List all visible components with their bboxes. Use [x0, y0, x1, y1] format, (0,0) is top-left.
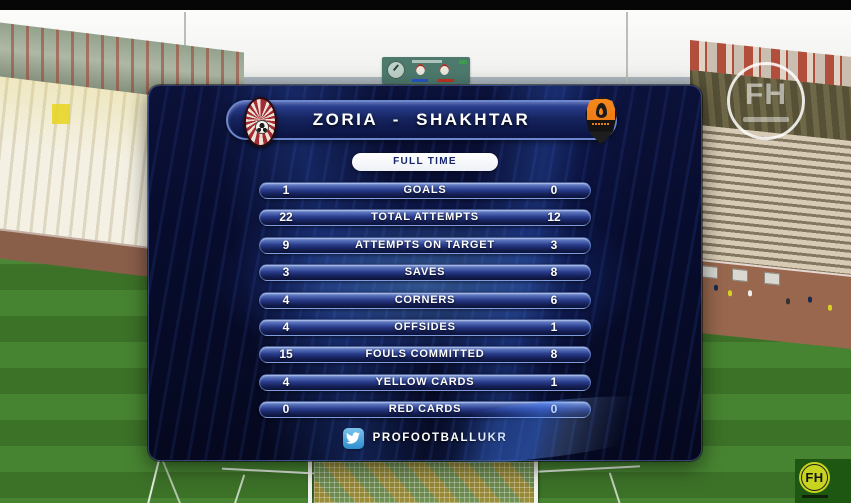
home-value: 22 [279, 210, 293, 225]
stat-label: SAVES [404, 266, 446, 279]
home-value: 4 [282, 319, 290, 334]
channel-logo-circle-icon: FH [799, 462, 830, 493]
away-value: 6 [550, 292, 558, 307]
away-value: 0 [550, 402, 558, 417]
fulltime-badge: FULL TIME [352, 153, 498, 171]
person-dot [786, 298, 790, 305]
person-dot [728, 289, 732, 297]
stat-label: CORNERS [394, 293, 456, 306]
goal-net [314, 462, 534, 503]
stadium-scoreboard [382, 57, 470, 84]
match-stats-panel: ZORIA - SHAKHTAR FULL TIME 1 GOALS 0 22 … [148, 85, 702, 461]
home-value: 9 [282, 237, 290, 252]
stat-label: GOALS [403, 184, 447, 196]
away-value: 8 [550, 265, 558, 280]
stat-row-total-attempts: 22 TOTAL ATTEMPTS 12 [259, 209, 591, 227]
stat-row-saves: 3 SAVES 8 [259, 264, 591, 282]
scoreboard-score-strip [412, 79, 428, 82]
away-value: 12 [547, 210, 561, 225]
home-value: 15 [279, 347, 293, 362]
broadcaster-watermark-circle: FH [727, 62, 805, 140]
home-value: 4 [282, 374, 290, 389]
letterbox-bar [0, 0, 851, 10]
left-stand-banner [52, 104, 70, 124]
channel-logo-subtext-line [802, 495, 828, 498]
zoria-badge-icon [244, 97, 277, 147]
stat-row-offsides: 4 OFFSIDES 1 [259, 318, 591, 336]
away-value: 8 [550, 347, 558, 362]
right-stand-seats [690, 124, 851, 279]
bench-shelter [702, 265, 718, 279]
away-value: 0 [550, 183, 558, 197]
away-value: 1 [550, 374, 558, 389]
stat-row-red-cards: 0 RED CARDS 0 [259, 401, 591, 419]
shakhtar-badge-band [592, 123, 610, 125]
scoreboard-home-crest-icon [416, 64, 425, 75]
match-title-bar: ZORIA - SHAKHTAR [226, 100, 617, 140]
person-dot [748, 290, 752, 297]
clock-icon [387, 61, 405, 79]
watermark-subtext-line [743, 117, 789, 122]
goal-post [534, 460, 538, 503]
stat-row-yellow-cards: 4 YELLOW CARDS 1 [259, 373, 591, 391]
stat-row-attempts-on-target: 9 ATTEMPTS ON TARGET 3 [259, 236, 591, 254]
home-value: 1 [282, 183, 290, 197]
stat-row-goals: 1 GOALS 0 [259, 182, 591, 199]
person-dot [808, 296, 812, 303]
person-dot [714, 284, 718, 291]
scoreboard-flag-icon [459, 60, 467, 64]
home-value: 0 [282, 402, 290, 417]
scoreboard-away-crest-icon [440, 64, 449, 75]
stat-row-corners: 4 CORNERS 6 [259, 291, 591, 309]
social-footer: PROFOOTBALLUKR [149, 427, 701, 449]
goal-post [308, 460, 312, 503]
bench-shelter [764, 271, 780, 286]
away-value: 3 [550, 237, 558, 252]
watermark-logo-text: FH [745, 78, 787, 111]
home-value: 4 [282, 292, 290, 307]
scoreboard-text-line [412, 60, 442, 63]
home-value: 3 [282, 265, 290, 280]
stats-list: 1 GOALS 0 22 TOTAL ATTEMPTS 12 9 ATTEMPT… [259, 182, 591, 419]
stat-label: ATTEMPTS ON TARGET [355, 238, 495, 251]
away-value: 1 [550, 319, 558, 334]
stat-label: YELLOW CARDS [375, 375, 475, 388]
floodlight-pole [626, 12, 628, 84]
channel-logo-text: FH [805, 470, 824, 485]
stat-label: FOULS COMMITTED [365, 348, 485, 361]
channel-logo: FH [795, 459, 851, 503]
stat-label: RED CARDS [388, 403, 462, 416]
bench-shelter [732, 268, 748, 283]
person-dot [828, 304, 832, 311]
twitter-bird-icon [342, 427, 364, 449]
stat-label: OFFSIDES [394, 320, 456, 333]
stat-row-fouls-committed: 15 FOULS COMMITTED 8 [259, 346, 591, 364]
scoreboard-score-strip [438, 79, 454, 82]
stat-label: TOTAL ATTEMPTS [371, 211, 479, 224]
social-handle: PROFOOTBALLUKR [372, 432, 508, 444]
match-title: ZORIA - SHAKHTAR [312, 110, 531, 129]
